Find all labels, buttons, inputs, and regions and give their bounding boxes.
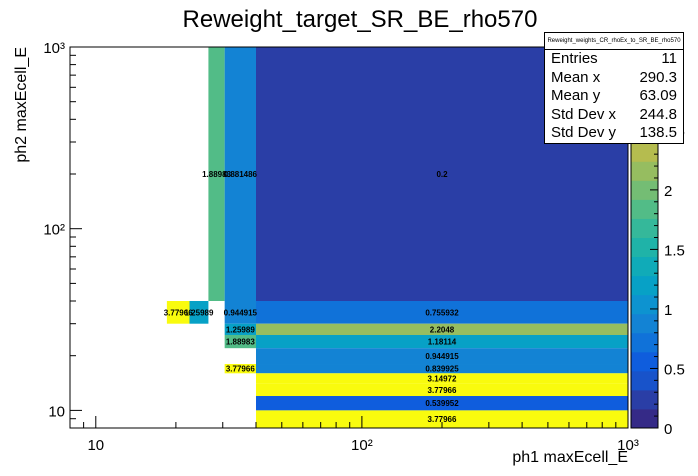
- stats-row: Mean y 63.09: [545, 87, 683, 106]
- stats-label: Mean y: [551, 87, 601, 104]
- palette-swatch: [631, 332, 658, 353]
- palette-tick-label: 0.5: [664, 361, 685, 378]
- palette-tick-label: 1: [664, 302, 672, 319]
- y-tick-label: 10²: [43, 222, 65, 239]
- heatmap-cell: [256, 323, 628, 335]
- heatmap-cell: [189, 301, 209, 324]
- palette-swatch: [631, 389, 658, 410]
- palette-swatch: [631, 199, 658, 219]
- stats-title: Reweight_weights_CR_rhoEx_to_SR_BE_rho57…: [545, 33, 683, 50]
- heatmap-cell: [224, 301, 256, 324]
- stats-value: 244.8: [639, 105, 677, 123]
- stats-label: Entries: [551, 50, 598, 67]
- stats-box: Reweight_weights_CR_rhoEx_to_SR_BE_rho57…: [544, 32, 684, 144]
- heatmap-cell: [256, 410, 628, 428]
- cell-label: 0.539952: [425, 399, 459, 408]
- palette-swatch: [631, 161, 658, 181]
- heatmap-cell: [224, 323, 256, 335]
- cell-label: 1.25989: [226, 325, 255, 334]
- cell-label: 3.14972: [428, 375, 457, 384]
- palette-swatch: [631, 237, 658, 258]
- stats-value: 290.3: [639, 68, 677, 86]
- cell-label: 1.25989: [185, 308, 214, 317]
- cell-label: 3.77966: [428, 386, 457, 395]
- cell-label: 0.2: [436, 170, 448, 179]
- stats-label: Std Dev x: [551, 105, 617, 123]
- stats-value: 11: [661, 50, 677, 67]
- x-tick-label: 10³: [617, 437, 639, 454]
- cell-label: 3.77966: [428, 415, 457, 424]
- y-tick-label: 10³: [43, 40, 65, 57]
- stats-label: Std Dev y: [551, 124, 617, 141]
- heatmap-cell: [256, 373, 628, 384]
- heatmap-cell: [256, 301, 628, 324]
- cell-label: 1.18114: [428, 338, 457, 347]
- cell-label: 1.88983: [226, 338, 255, 347]
- palette-swatch: [631, 275, 658, 296]
- x-axis-label: ph1 maxEcell_E: [512, 449, 628, 466]
- stats-row: Std Dev y 138.5: [545, 124, 683, 143]
- cell-label: 3.77966: [164, 308, 193, 317]
- palette-swatch: [631, 142, 658, 162]
- stats-label: Mean x: [551, 68, 601, 86]
- heatmap-cell: [256, 364, 628, 374]
- palette-swatch: [631, 218, 658, 238]
- y-axis-label: ph2 maxEcell_E: [13, 47, 30, 163]
- stats-row: Entries 11: [545, 50, 683, 69]
- palette-tick-label: 2: [664, 183, 672, 200]
- stats-row: Std Dev x 244.8: [545, 106, 683, 125]
- palette-swatch: [631, 313, 658, 334]
- palette-swatch: [631, 351, 658, 372]
- heatmap-cell: [224, 364, 256, 374]
- stats-value: 138.5: [639, 124, 677, 141]
- cell-label: 0.839925: [425, 365, 459, 374]
- palette-swatch: [631, 408, 658, 429]
- x-tick-label: 10²: [351, 437, 373, 454]
- y-tick-label: 10: [48, 403, 65, 420]
- heatmap-cell: [166, 301, 190, 324]
- heatmap-cell: [256, 334, 628, 349]
- x-tick-label: 10: [87, 437, 104, 454]
- palette-swatch: [631, 256, 658, 277]
- cell-label: 0.944915: [425, 352, 459, 361]
- axes: 10 10 10² 10² 10³ 10³: [43, 40, 639, 454]
- palette-swatch: [631, 370, 658, 391]
- palette-swatch: [631, 180, 658, 200]
- cell-label: 2.2048: [430, 325, 455, 334]
- cell-label: 0.944915: [224, 308, 258, 317]
- chart-title: Reweight_target_SR_BE_rho570: [183, 6, 538, 33]
- stats-value: 63.09: [639, 87, 677, 104]
- heatmap-cell: [256, 383, 628, 397]
- palette-tick-label: 0: [664, 421, 672, 438]
- stats-row: Mean x 290.3: [545, 69, 683, 88]
- cell-label: 0.755932: [425, 308, 459, 317]
- heatmap-cell: [224, 334, 256, 349]
- cell-label: 1.88983: [202, 170, 231, 179]
- cell-label: 3.77966: [226, 365, 255, 374]
- heatmap-cell: [256, 396, 628, 411]
- heatmap-cell: [208, 47, 225, 301]
- heatmap-cell: [224, 47, 256, 301]
- cell-label: 0.881486: [224, 170, 258, 179]
- heatmap-cell: [256, 348, 628, 365]
- palette-swatch: [631, 294, 658, 315]
- palette-tick-label: 1.5: [664, 242, 685, 259]
